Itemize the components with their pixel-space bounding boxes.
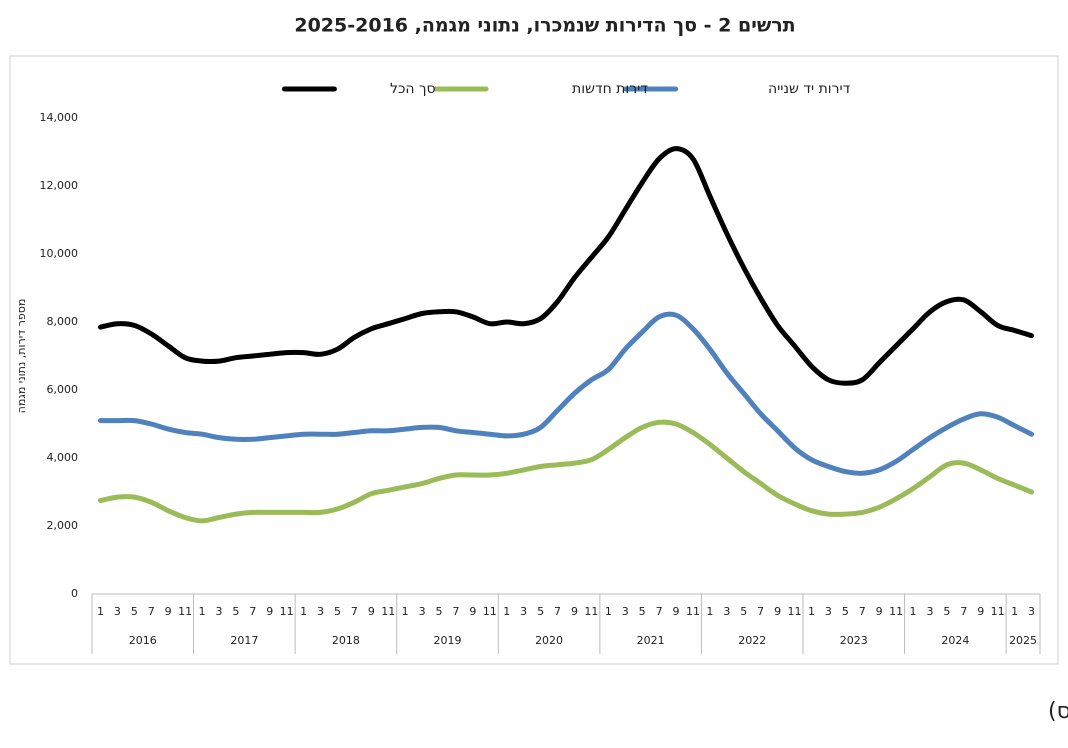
x-tick-label: 7	[452, 605, 459, 618]
x-tick-label: 9	[673, 605, 680, 618]
x-tick-label: 3	[622, 605, 629, 618]
x-tick-label: 7	[554, 605, 561, 618]
chart-frame	[9, 55, 1059, 665]
x-group-label: 2021	[637, 634, 665, 647]
x-group-label: 2019	[434, 634, 462, 647]
x-tick-label: 1	[1011, 605, 1018, 618]
series-line	[97, 311, 1035, 476]
x-group-label: 2025	[1009, 634, 1037, 647]
x-tick-label: 11	[483, 605, 497, 618]
series-line	[97, 419, 1035, 524]
legend-label: דירות חדשות	[572, 81, 648, 97]
legend-label: סך הכל	[390, 81, 436, 97]
x-tick-label: 7	[859, 605, 866, 618]
x-group-label: 2017	[230, 634, 258, 647]
x-group-label: 2022	[738, 634, 766, 647]
y-tick-label: 14,000	[40, 111, 79, 124]
x-tick-label: 5	[943, 605, 950, 618]
y-tick-label: 4,000	[47, 451, 79, 464]
x-tick-label: 9	[774, 605, 781, 618]
x-tick-label: 5	[537, 605, 544, 618]
x-tick-label: 3	[520, 605, 527, 618]
x-group-label: 2020	[535, 634, 563, 647]
x-tick-label: 11	[788, 605, 802, 618]
y-axis-label: מספר דירות, נתוני מגמה	[15, 299, 28, 414]
x-tick-label: 1	[300, 605, 307, 618]
x-tick-label: 7	[351, 605, 358, 618]
x-tick-label: 7	[757, 605, 764, 618]
y-tick-label: 6,000	[47, 383, 79, 396]
x-tick-label: 7	[249, 605, 256, 618]
x-tick-label: 9	[266, 605, 273, 618]
x-tick-label: 9	[469, 605, 476, 618]
x-tick-label: 11	[381, 605, 395, 618]
y-tick-label: 12,000	[40, 179, 79, 192]
x-tick-label: 9	[977, 605, 984, 618]
x-tick-label: 9	[876, 605, 883, 618]
x-tick-label: 3	[114, 605, 121, 618]
x-tick-label: 7	[960, 605, 967, 618]
x-tick-label: 1	[199, 605, 206, 618]
x-tick-label: 1	[910, 605, 917, 618]
series-line	[97, 146, 1035, 386]
x-tick-label: 5	[131, 605, 138, 618]
x-tick-label: 11	[584, 605, 598, 618]
x-tick-label: 5	[740, 605, 747, 618]
y-tick-label: 0	[71, 587, 78, 600]
x-group-label: 2024	[941, 634, 969, 647]
x-tick-label: 5	[232, 605, 239, 618]
legend-label: דירות יד שנייה	[768, 81, 851, 97]
x-tick-label: 3	[926, 605, 933, 618]
y-tick-label: 8,000	[47, 315, 79, 328]
x-tick-label: 1	[503, 605, 510, 618]
x-tick-label: 7	[148, 605, 155, 618]
x-tick-label: 1	[706, 605, 713, 618]
x-tick-label: 3	[1028, 605, 1035, 618]
x-tick-label: 11	[280, 605, 294, 618]
x-tick-label: 3	[825, 605, 832, 618]
x-tick-label: 5	[842, 605, 849, 618]
x-tick-label: 1	[402, 605, 409, 618]
x-tick-label: 5	[436, 605, 443, 618]
x-tick-label: 3	[723, 605, 730, 618]
x-tick-label: 5	[334, 605, 341, 618]
y-tick-label: 10,000	[40, 247, 79, 260]
x-tick-label: 3	[317, 605, 324, 618]
x-tick-label: 1	[808, 605, 815, 618]
x-tick-label: 1	[97, 605, 104, 618]
x-tick-label: 9	[571, 605, 578, 618]
x-tick-label: 9	[165, 605, 172, 618]
x-group-label: 2023	[840, 634, 868, 647]
x-tick-label: 5	[639, 605, 646, 618]
x-tick-label: 11	[178, 605, 192, 618]
x-tick-label: 3	[419, 605, 426, 618]
caption: (תרשים למ"ס)	[1048, 699, 1068, 724]
y-tick-label: 2,000	[47, 519, 79, 532]
x-tick-label: 1	[605, 605, 612, 618]
x-tick-label: 11	[686, 605, 700, 618]
x-tick-label: 11	[991, 605, 1005, 618]
x-group-label: 2018	[332, 634, 360, 647]
x-tick-label: 3	[215, 605, 222, 618]
chart-title: תרשים 2 - סך הדירות שנמכרו, נתוני מגמה, …	[294, 15, 795, 37]
x-group-label: 2016	[129, 634, 157, 647]
x-tick-label: 9	[368, 605, 375, 618]
x-tick-label: 7	[656, 605, 663, 618]
x-tick-label: 11	[889, 605, 903, 618]
